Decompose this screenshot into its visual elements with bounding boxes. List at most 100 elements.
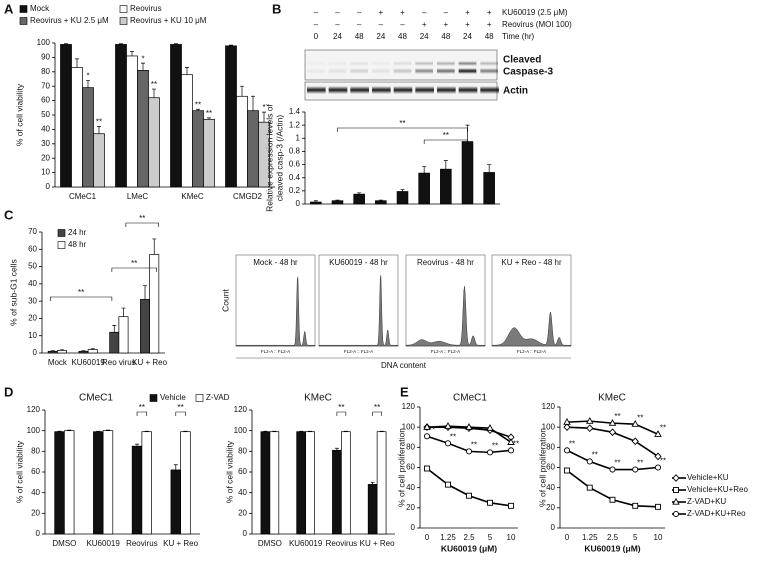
bracket — [125, 222, 159, 227]
y-tick-label: 60 — [28, 244, 37, 253]
y-tick-label: 30 — [28, 296, 37, 305]
flow-panel — [491, 254, 572, 347]
x-tick-label: KU + Reo — [132, 358, 167, 367]
error-bar — [183, 430, 188, 432]
legend-swatch — [195, 394, 204, 402]
bar — [236, 95, 248, 188]
bar — [269, 431, 280, 535]
bracket — [372, 411, 382, 416]
error-bar — [229, 44, 233, 46]
error-bar — [143, 285, 148, 300]
significance: ** — [96, 118, 102, 127]
bar — [148, 97, 160, 188]
bar — [141, 431, 152, 535]
y-tick-label: 80 — [546, 442, 555, 451]
panel-title: Mock - 48 hr — [253, 258, 298, 267]
marker — [586, 484, 593, 491]
treatment-cell: 48 — [485, 32, 494, 41]
bar — [203, 118, 215, 188]
error-bar — [90, 348, 95, 350]
marker — [654, 464, 662, 471]
y-tick-label: 80 — [41, 67, 50, 76]
marker — [608, 428, 617, 437]
marker — [654, 430, 662, 437]
error-bar — [64, 43, 68, 45]
y-tick-label: 60 — [31, 467, 40, 476]
marker — [465, 448, 473, 455]
marker — [423, 423, 431, 430]
treatment-cell: – — [400, 20, 405, 29]
y-tick-label: 0 — [551, 523, 556, 532]
error-bar — [251, 95, 255, 111]
significance: ** — [429, 425, 435, 434]
x-tick-label: 0 — [565, 533, 570, 542]
significance: ** — [195, 100, 201, 109]
legend-label: Reovirus + KU 2.5 μM — [30, 16, 109, 25]
bracket-label: ** — [374, 403, 380, 412]
treatment-cell: + — [465, 20, 470, 29]
marker — [444, 422, 452, 429]
y-tick-label: 60 — [546, 463, 555, 472]
band — [350, 61, 368, 66]
x-tick-label: DMSO — [52, 539, 76, 548]
marker — [466, 492, 472, 499]
error-bar — [105, 429, 110, 431]
y-axis-label: % of cell viability — [224, 440, 234, 503]
marker — [672, 510, 680, 518]
significance: ** — [637, 459, 643, 468]
bar — [170, 44, 182, 188]
error-bar — [50, 350, 55, 352]
error-bar — [185, 67, 189, 75]
band — [307, 68, 325, 74]
histogram — [491, 311, 572, 347]
error-bar — [308, 430, 313, 432]
y-tick-label: 30 — [41, 139, 50, 148]
y-tick-label: 120 — [234, 405, 248, 414]
band — [350, 68, 368, 74]
band — [393, 61, 412, 66]
significance: ** — [471, 440, 477, 449]
band — [307, 61, 325, 66]
treatment-cell: 0 — [314, 32, 319, 41]
band — [480, 68, 498, 74]
y-axis-label: % of cell proliferation — [396, 428, 406, 507]
marker — [632, 466, 639, 473]
marker — [508, 502, 514, 509]
x-tick-label: KU + Reo — [163, 539, 198, 548]
x-tick-label: 0 — [425, 533, 430, 542]
significance: ** — [569, 439, 575, 448]
x-tick-label: Reo virus — [102, 358, 136, 367]
bar — [375, 200, 387, 205]
band — [372, 86, 391, 94]
legend-label: Reovirus + KU 10 μM — [130, 16, 207, 25]
y-tick-label: 40 — [41, 125, 50, 134]
panel-axis-label: FL2-A :: FL2-A — [517, 349, 546, 354]
y-tick-label: 20 — [238, 508, 247, 517]
marker — [586, 424, 594, 433]
x-tick-label: Mock — [48, 358, 68, 367]
error-bar — [272, 430, 277, 432]
error-bar — [335, 199, 340, 201]
bar — [54, 431, 65, 535]
marker — [672, 474, 680, 482]
band — [458, 86, 478, 94]
band — [393, 68, 412, 74]
y-tick-label: 80 — [238, 446, 247, 455]
bar — [87, 349, 98, 354]
band — [437, 86, 456, 94]
marker — [486, 449, 494, 456]
y-tick-label: 120 — [542, 402, 556, 411]
x-tick-label: 1.25 — [440, 533, 456, 542]
bar — [440, 168, 452, 205]
bracket-label: ** — [78, 288, 84, 297]
band — [415, 86, 434, 94]
x-tick-label: 10 — [654, 533, 663, 542]
legend-swatch — [119, 17, 128, 25]
marker — [632, 502, 639, 509]
bar — [418, 172, 430, 205]
bracket-label: ** — [399, 119, 405, 128]
significance: ** — [637, 413, 643, 422]
error-bar — [173, 464, 178, 470]
bar — [71, 67, 83, 188]
